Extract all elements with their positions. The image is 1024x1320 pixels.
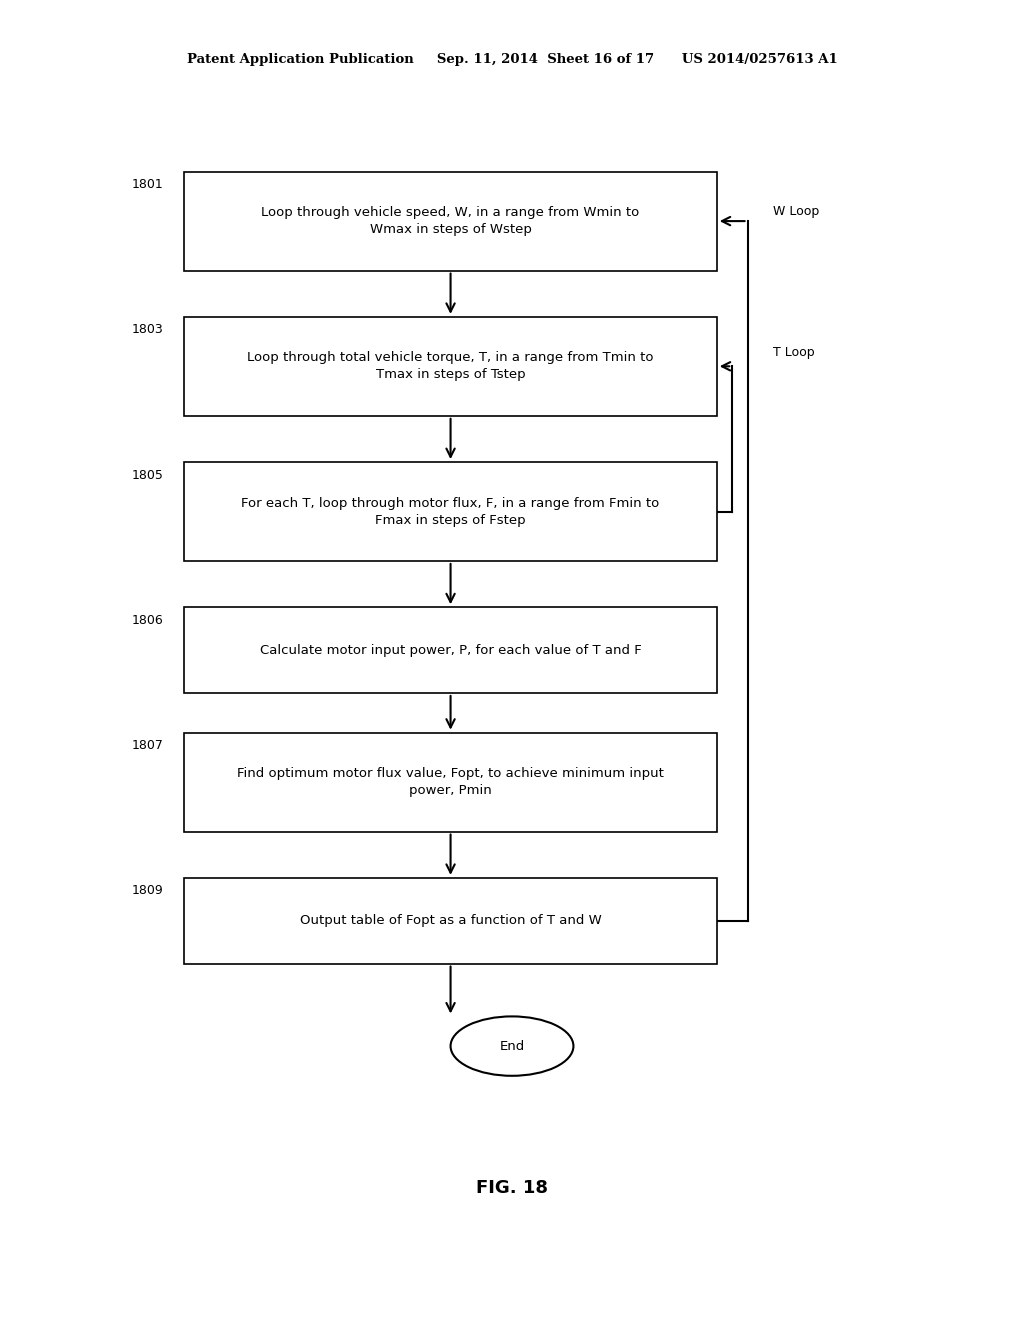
Text: 1801: 1801 [132,178,164,191]
FancyBboxPatch shape [184,733,717,832]
Text: Loop through vehicle speed, W, in a range from Wmin to
Wmax in steps of Wstep: Loop through vehicle speed, W, in a rang… [261,206,640,236]
Text: Calculate motor input power, P, for each value of T and F: Calculate motor input power, P, for each… [260,644,641,656]
Text: Output table of Fopt as a function of T and W: Output table of Fopt as a function of T … [300,915,601,927]
Text: 1803: 1803 [132,323,164,337]
Text: 1806: 1806 [132,614,164,627]
Text: Loop through total vehicle torque, T, in a range from Tmin to
Tmax in steps of T: Loop through total vehicle torque, T, in… [248,351,653,381]
FancyBboxPatch shape [184,172,717,271]
FancyBboxPatch shape [184,317,717,416]
FancyBboxPatch shape [184,607,717,693]
Text: For each T, loop through motor flux, F, in a range from Fmin to
Fmax in steps of: For each T, loop through motor flux, F, … [242,496,659,527]
Text: Find optimum motor flux value, Fopt, to achieve minimum input
power, Pmin: Find optimum motor flux value, Fopt, to … [238,767,664,797]
Text: 1807: 1807 [132,739,164,752]
Text: 1805: 1805 [132,469,164,482]
Text: End: End [500,1040,524,1052]
FancyBboxPatch shape [184,878,717,964]
Ellipse shape [451,1016,573,1076]
Text: W Loop: W Loop [773,205,819,218]
Text: FIG. 18: FIG. 18 [476,1179,548,1197]
FancyBboxPatch shape [184,462,717,561]
Text: 1809: 1809 [132,884,164,898]
Text: T Loop: T Loop [773,346,815,359]
Text: Patent Application Publication     Sep. 11, 2014  Sheet 16 of 17      US 2014/02: Patent Application Publication Sep. 11, … [186,53,838,66]
